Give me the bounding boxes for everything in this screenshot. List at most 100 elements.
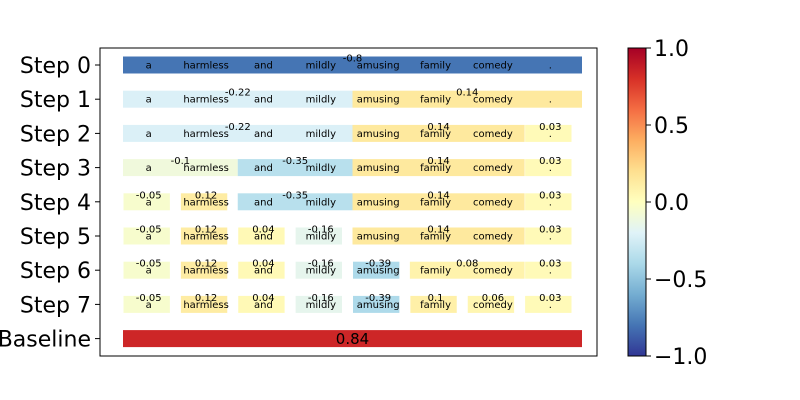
token-label: harmless [183, 232, 229, 243]
token-label: . [549, 163, 552, 174]
token-label: . [549, 129, 552, 140]
token-label: mildly [306, 300, 336, 311]
segment-bar [123, 90, 353, 108]
segment-bar [180, 295, 228, 313]
value-annotation: 0.04 [252, 259, 274, 270]
value-annotation: -0.05 [136, 293, 162, 304]
token-label: family [420, 129, 451, 140]
token-label: amusing [357, 300, 400, 311]
token-label: . [549, 232, 552, 243]
token-label: and [254, 61, 273, 72]
segment-bar [467, 295, 515, 313]
baseline-bar [123, 330, 582, 348]
segment-bar [295, 227, 342, 245]
token-label: and [254, 266, 273, 277]
token-label: harmless [183, 266, 229, 277]
token-label: and [254, 300, 273, 311]
segment-bar [180, 261, 228, 279]
segment-bar [123, 261, 170, 279]
segment-bar [352, 90, 582, 108]
token-label: a [146, 95, 152, 106]
colorbar: 1.0 0.5 0.0 −0.5 −1.0 [627, 37, 707, 370]
segment-bar [525, 295, 572, 313]
value-annotation: -0.22 [225, 122, 251, 133]
token-label: and [254, 95, 273, 106]
row-step-5: Step 5 a harmless and mildly amusing family com… [20, 225, 572, 250]
segment-bar [123, 159, 238, 177]
segment-bar [525, 261, 572, 279]
token-label: comedy [473, 232, 513, 243]
value-annotation: 0.14 [427, 190, 449, 201]
value-annotation: 0.03 [539, 190, 561, 201]
token-label: harmless [183, 129, 229, 140]
token-label: . [549, 61, 552, 72]
value-annotation: -0.16 [308, 293, 334, 304]
segment-bar [237, 193, 353, 211]
value-annotation: -0.16 [308, 259, 334, 270]
colorbar-tick-label: 0.0 [654, 191, 689, 216]
token-label: mildly [306, 129, 336, 140]
segment-bar [525, 193, 572, 211]
value-annotation: 0.03 [539, 259, 561, 270]
row-baseline: Baseline 0.84 [0, 328, 582, 353]
segment-bar [180, 227, 228, 245]
row-step-0: Step 0 a harmless and mildly amusing family com… [20, 54, 582, 79]
segment-bar [353, 295, 400, 313]
segment-bar [295, 261, 342, 279]
token-label: family [420, 163, 451, 174]
segment-bar [352, 227, 525, 245]
token-label: mildly [306, 266, 336, 277]
value-annotation: 0.03 [539, 225, 561, 236]
token-label: a [146, 300, 152, 311]
token-label: comedy [473, 197, 513, 208]
token-label: and [254, 197, 273, 208]
token-label: comedy [473, 129, 513, 140]
token-label: amusing [357, 232, 400, 243]
value-annotation: 0.03 [539, 293, 561, 304]
value-annotation: 0.14 [456, 88, 478, 99]
token-label: harmless [183, 300, 229, 311]
segment-bar [352, 193, 525, 211]
token-label: harmless [183, 163, 229, 174]
row-step-6: Step 6 a harmless and mildly amusing family com… [20, 259, 572, 284]
token-label: family [420, 95, 451, 106]
token-label: harmless [183, 61, 229, 72]
y-tick-label: Step 4 [20, 191, 91, 216]
token-label: a [146, 163, 152, 174]
plot-area: Step 0 a harmless and mildly amusing family com… [0, 47, 598, 357]
value-annotation: -0.8 [343, 54, 363, 65]
token-label: amusing [357, 61, 400, 72]
value-annotation: -0.35 [282, 190, 308, 201]
token-label: comedy [473, 163, 513, 174]
colorbar-tick-label: 1.0 [654, 37, 689, 62]
token-label: comedy [473, 300, 513, 311]
y-tick-label: Step 5 [20, 225, 91, 250]
segment-bar [123, 124, 353, 142]
token-label: a [146, 129, 152, 140]
segment-bar [123, 227, 170, 245]
token-label: a [146, 61, 152, 72]
token-label: a [146, 197, 152, 208]
row-step-3: Step 3 a harmless and mildly amusing family com… [20, 156, 572, 182]
y-tick-label: Step 2 [20, 122, 91, 147]
segment-bar [410, 295, 457, 313]
token-label: . [549, 95, 552, 106]
row-step-1: Step 1 a harmless and mildly amusing family com… [20, 88, 582, 113]
token-label: mildly [306, 95, 336, 106]
token-label: family [420, 232, 451, 243]
token-label: mildly [306, 61, 336, 72]
y-tick-label: Step 3 [20, 157, 91, 182]
value-annotation: 0.04 [252, 293, 274, 304]
segment-bar [295, 295, 342, 313]
segment-bar [525, 124, 572, 142]
token-label: amusing [357, 163, 400, 174]
value-annotation: 0.14 [427, 122, 449, 133]
segment-bar [180, 193, 228, 211]
y-tick-label: Step 7 [20, 293, 91, 318]
value-annotation: -0.16 [308, 225, 334, 236]
token-label: mildly [306, 163, 336, 174]
value-annotation: -0.39 [365, 259, 391, 270]
value-annotation: -0.39 [365, 293, 391, 304]
segment-bar [123, 56, 582, 74]
